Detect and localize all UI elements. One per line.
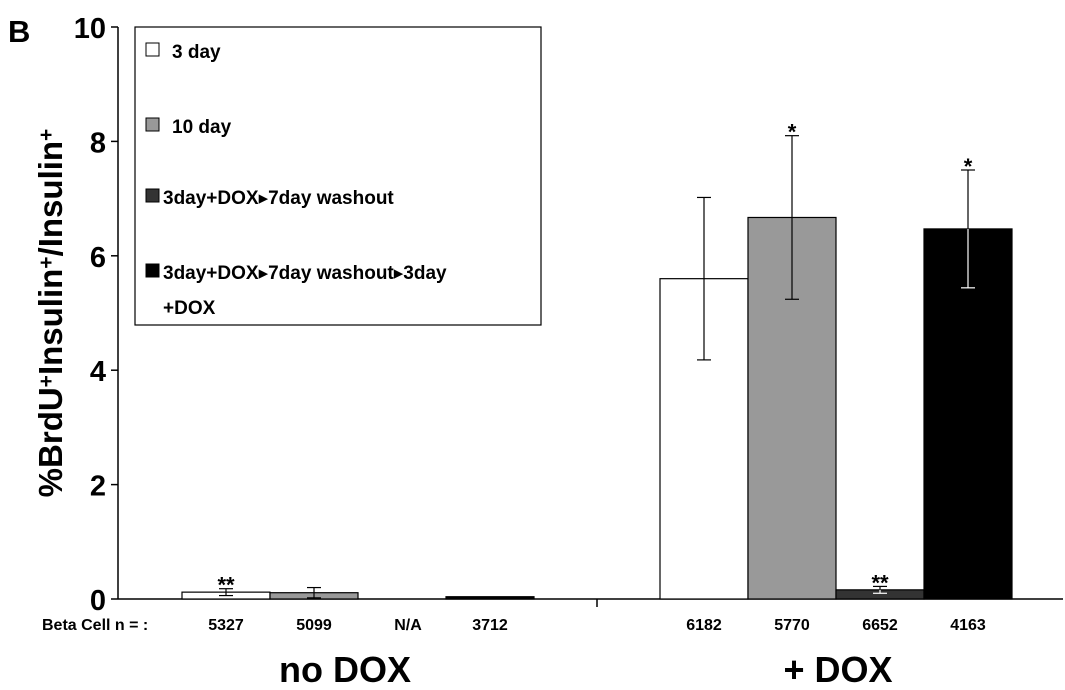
beta-cell-n-row-label: Beta Cell n = :	[42, 617, 148, 634]
y-tick-label: 2	[90, 471, 106, 503]
significance-annotation: *	[964, 154, 973, 179]
legend-swatch	[145, 188, 160, 203]
y-axis-label-superscript: +	[35, 129, 58, 141]
y-axis-label: %BrdU+Insulin+/Insulin+	[32, 129, 69, 498]
legend-box	[134, 26, 542, 326]
beta-cell-n-label: N/A	[394, 617, 422, 634]
significance-annotation: *	[788, 120, 797, 145]
legend-swatch	[145, 263, 160, 278]
legend-entry-label: 3day+DOX▸7day washout▸3day	[163, 263, 447, 284]
beta-cell-n-label: 6652	[862, 617, 898, 634]
group-label-no-dox: no DOX	[279, 649, 411, 685]
group-label-plus-dox: + DOX	[783, 649, 892, 685]
beta-cell-n-label: 5770	[774, 617, 810, 634]
legend-entry-label: +DOX	[163, 298, 216, 319]
y-tick-label: 8	[90, 127, 106, 159]
legend: 3 day 10 day 3day+DOX▸7day washout 3day+DOX…	[134, 26, 542, 326]
legend-swatch	[145, 117, 160, 132]
beta-cell-n-label: 5327	[208, 617, 244, 634]
beta-cell-n-label: 5099	[296, 617, 332, 634]
beta-cell-n-label: 4163	[950, 617, 986, 634]
y-tick-label: 10	[74, 13, 106, 45]
y-tick-label: 4	[90, 356, 106, 388]
significance-annotation: **	[217, 573, 235, 598]
beta-cell-n-label: 3712	[472, 617, 508, 634]
y-axis-label-text: /Insulin	[32, 141, 69, 257]
y-tick-label: 6	[90, 242, 106, 274]
y-axis-label-superscript: +	[35, 375, 58, 387]
legend-entry-label: 3 day	[172, 42, 221, 63]
bar	[445, 596, 535, 600]
legend-entry-label: 10 day	[172, 117, 232, 138]
legend-swatch	[145, 42, 160, 57]
y-axis-label-text: Insulin	[32, 269, 69, 375]
beta-cell-n-label: 6182	[686, 617, 722, 634]
y-tick-label: 0	[90, 585, 106, 617]
significance-annotation: **	[871, 570, 889, 595]
panel-label: B	[8, 14, 30, 49]
legend-entry-label: 3day+DOX▸7day washout	[163, 188, 394, 209]
y-axis-label-superscript: +	[35, 256, 58, 268]
bar	[923, 228, 1013, 600]
y-axis-label-text: %BrdU	[32, 387, 69, 497]
